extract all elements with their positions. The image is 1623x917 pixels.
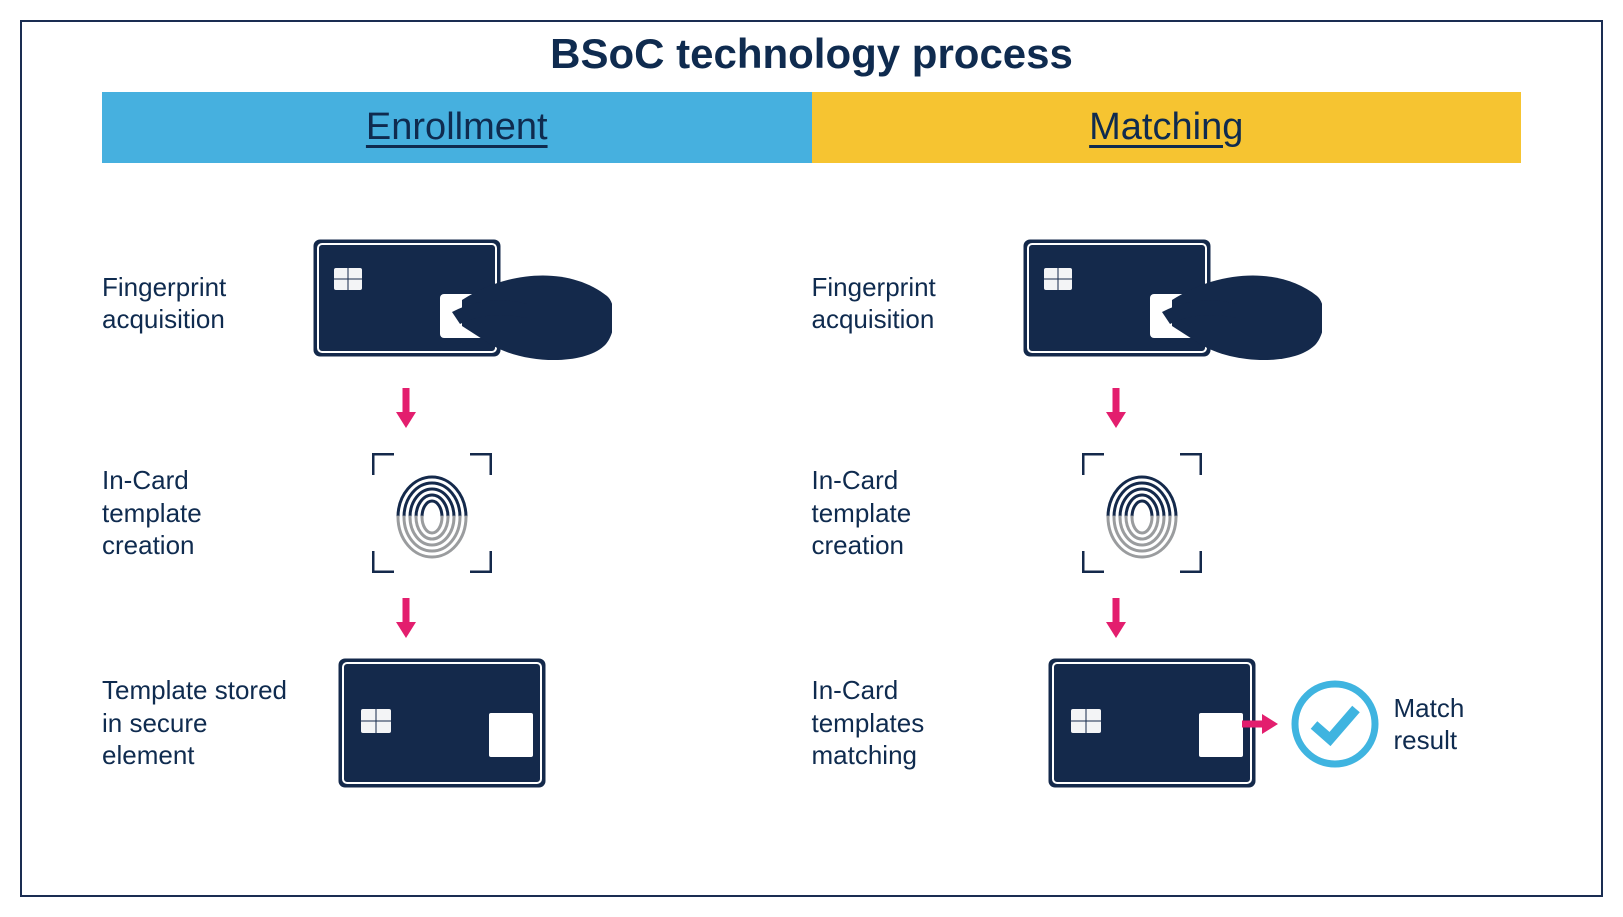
step-label: In-Cardtemplatecreation [102,464,312,562]
fingerprint-scan-icon [312,453,612,573]
arrow-down-icon [1106,388,1126,428]
column-enrollment: Enrollment Fingerprintacquisition In-Car… [102,92,812,803]
step-row: Fingerprintacquisition [812,223,1522,383]
step-label: In-Cardtemplatecreation [812,464,1022,562]
arrow-row [102,383,812,433]
columns-container: Enrollment Fingerprintacquisition In-Car… [22,92,1601,803]
step-label: Template storedin secure element [102,674,312,772]
step-label: In-Cardtemplatesmatching [812,674,1022,772]
fingerprint-scan-icon [1022,453,1322,573]
header-matching: Matching [812,92,1522,163]
check-circle-icon [1290,679,1380,769]
arrow-row [812,593,1522,643]
arrow-row [102,593,812,643]
match-result-label: Matchresult [1394,692,1465,757]
step-label: Fingerprintacquisition [102,271,312,336]
arrow-right-icon [1242,714,1278,734]
match-result-row: Matchresult [1242,679,1465,769]
card-stored-icon [312,657,612,789]
column-matching: Matching Fingerprintacquisition In-Cardt… [812,92,1522,803]
step-row: Fingerprintacquisition [102,223,812,383]
step-label: Fingerprintacquisition [812,271,1022,336]
card-touch-icon [1022,238,1322,368]
header-enrollment: Enrollment [102,92,812,163]
card-touch-icon [312,238,612,368]
step-row: Template storedin secure element [102,643,812,803]
diagram-frame: BSoC technology process Enrollment Finge… [20,20,1603,897]
step-row: In-Cardtemplatecreation [812,433,1522,593]
arrow-row [812,383,1522,433]
arrow-down-icon [396,598,416,638]
page-title: BSoC technology process [22,22,1601,92]
arrow-down-icon [396,388,416,428]
step-row: In-Cardtemplatecreation [102,433,812,593]
arrow-down-icon [1106,598,1126,638]
